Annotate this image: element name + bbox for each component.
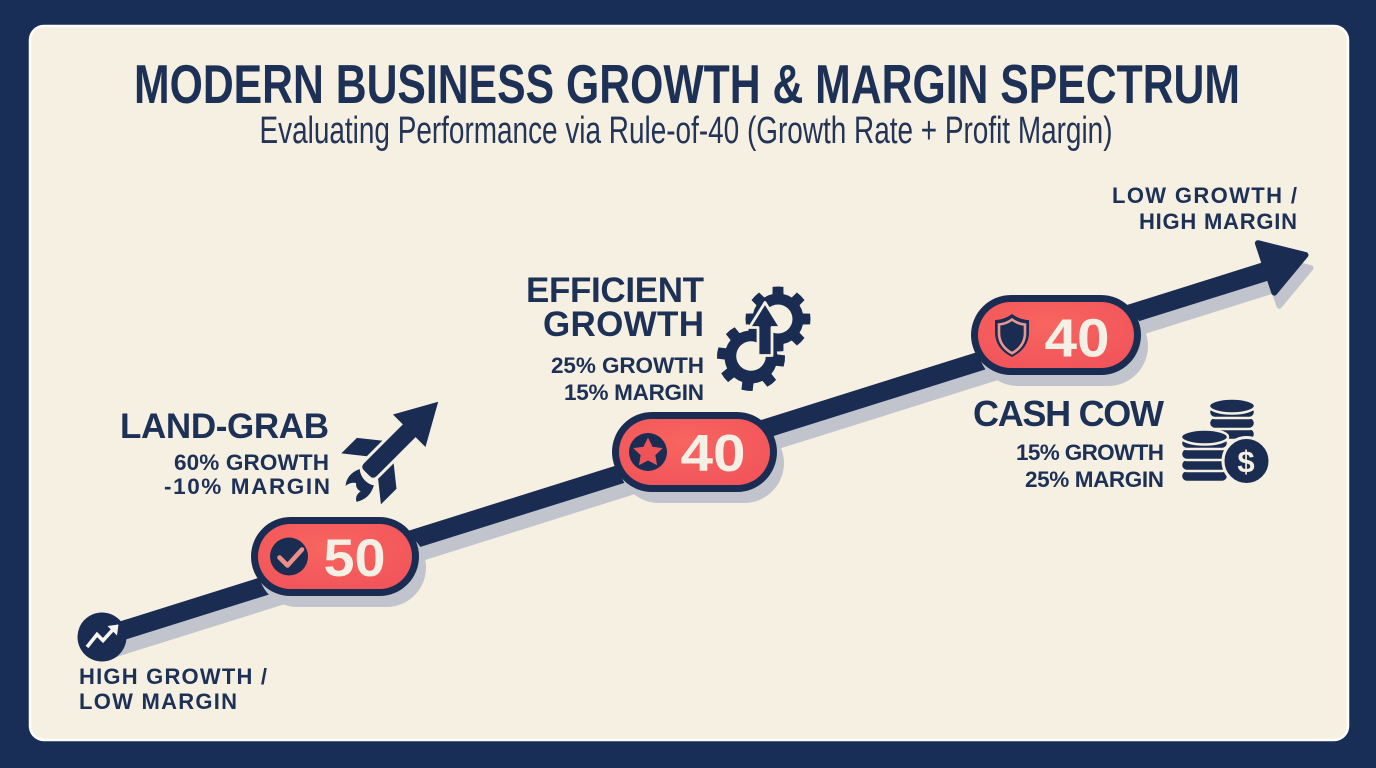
svg-text:GROWTH: GROWTH bbox=[543, 305, 704, 344]
svg-text:-10% MARGIN: -10% MARGIN bbox=[164, 474, 330, 499]
svg-text:LOW GROWTH /: LOW GROWTH / bbox=[1112, 183, 1297, 208]
svg-text:40: 40 bbox=[1045, 309, 1110, 369]
svg-text:25% MARGIN: 25% MARGIN bbox=[1025, 467, 1164, 492]
svg-text:60% GROWTH: 60% GROWTH bbox=[174, 450, 329, 475]
svg-text:25% GROWTH: 25% GROWTH bbox=[551, 353, 704, 378]
svg-text:CASH COW: CASH COW bbox=[973, 393, 1164, 434]
svg-text:HIGH GROWTH /: HIGH GROWTH / bbox=[79, 664, 267, 689]
svg-text:40: 40 bbox=[681, 425, 746, 483]
svg-text:50: 50 bbox=[324, 529, 386, 588]
svg-text:LOW MARGIN: LOW MARGIN bbox=[79, 689, 237, 714]
svg-text:Evaluating Performance via Rul: Evaluating Performance via Rule-of-40 (G… bbox=[260, 110, 1113, 152]
svg-text:$: $ bbox=[1237, 444, 1254, 479]
svg-text:15% GROWTH: 15% GROWTH bbox=[1016, 440, 1164, 465]
svg-text:EFFICIENT: EFFICIENT bbox=[526, 271, 704, 310]
svg-text:MODERN BUSINESS GROWTH & MARGI: MODERN BUSINESS GROWTH & MARGIN SPECTRUM bbox=[134, 53, 1240, 115]
svg-text:15% MARGIN: 15% MARGIN bbox=[564, 380, 704, 405]
svg-text:LAND-GRAB: LAND-GRAB bbox=[120, 407, 329, 446]
svg-text:HIGH MARGIN: HIGH MARGIN bbox=[1139, 209, 1297, 234]
